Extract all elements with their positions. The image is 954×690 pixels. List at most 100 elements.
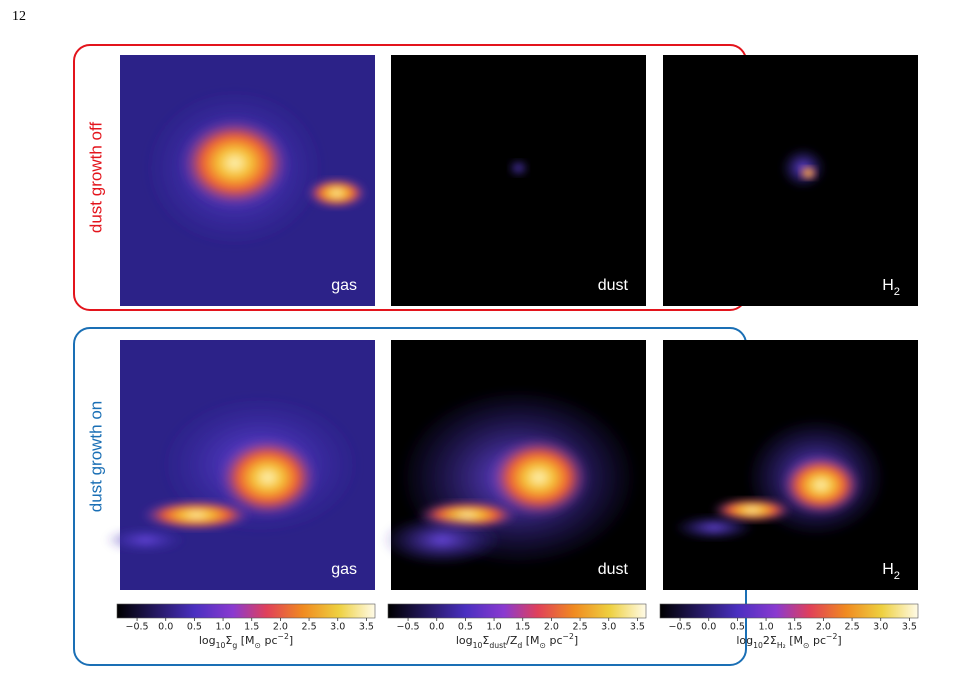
map-panel: dust	[391, 55, 646, 306]
label-part: −2	[278, 632, 289, 641]
label-part: ]	[574, 634, 578, 647]
tick-label: −0.5	[669, 622, 692, 633]
label: gas	[331, 277, 357, 294]
label-part: [M	[522, 634, 539, 647]
emission	[712, 498, 793, 522]
label-part: dust	[598, 561, 629, 578]
emission	[306, 178, 367, 209]
emission	[799, 165, 818, 180]
tick-label: 1.0	[487, 622, 502, 633]
tick-label: −0.5	[126, 622, 149, 633]
label-part: 10	[473, 641, 483, 650]
tick-label: 0.0	[158, 622, 173, 633]
label: H2	[882, 277, 900, 298]
label-part: pc	[546, 634, 563, 647]
tick-label: 3.0	[873, 622, 888, 633]
label-part: 10	[216, 641, 226, 650]
label-part: d	[517, 641, 522, 650]
label: log102ΣH₂ [M⊙ pc−2]	[736, 632, 841, 650]
map-panel: H2	[663, 340, 918, 590]
tick-label: 0.0	[701, 622, 716, 633]
label: log10Σg [M⊙ pc−2]	[199, 632, 293, 650]
label: gas	[331, 561, 357, 578]
map-panel: dust	[382, 340, 646, 590]
tick-label: 3.0	[601, 622, 616, 633]
label-part: gas	[331, 277, 357, 294]
label: H2	[882, 561, 900, 582]
label-part: [M	[786, 634, 803, 647]
label-part: log	[456, 634, 473, 647]
label-part: H	[882, 277, 894, 294]
label: log10Σdust/Zd [M⊙ pc−2]	[456, 632, 578, 650]
tick-label: 2.0	[273, 622, 288, 633]
tick-label: 1.5	[787, 622, 802, 633]
label-part: log	[199, 634, 216, 647]
emission	[141, 500, 252, 530]
emission	[781, 455, 862, 515]
tick-label: 0.0	[429, 622, 444, 633]
label-part: gas	[331, 561, 357, 578]
label-part: ]	[837, 634, 841, 647]
label-part: [M	[237, 634, 254, 647]
row-label: dust growth off	[86, 122, 105, 233]
tick-label: 2.0	[816, 622, 831, 633]
tick-label: 3.5	[630, 622, 645, 633]
emission	[674, 515, 754, 540]
label-part: ⊙	[803, 641, 809, 650]
emission	[508, 159, 529, 176]
label-part: dust	[598, 277, 629, 294]
map-panel: H2	[663, 55, 918, 306]
emission	[179, 117, 290, 208]
label-part: dust	[489, 641, 506, 650]
row-label: dust growth on	[86, 401, 105, 513]
tick-label: 2.5	[573, 622, 588, 633]
tick-label: 3.0	[330, 622, 345, 633]
emission	[105, 528, 186, 552]
label-part: H	[882, 561, 894, 578]
emission	[488, 437, 589, 518]
tick-label: 0.5	[458, 622, 473, 633]
emission	[217, 437, 318, 518]
tick-label: 1.0	[759, 622, 774, 633]
tick-label: 2.0	[544, 622, 559, 633]
tick-label: 1.5	[515, 622, 530, 633]
tick-label: 2.5	[845, 622, 860, 633]
tick-label: 0.5	[187, 622, 202, 633]
tick-label: 1.0	[216, 622, 231, 633]
label-part: /Z	[506, 634, 518, 647]
tick-label: 0.5	[730, 622, 745, 633]
label-part: pc	[809, 634, 826, 647]
label-part: Σ	[225, 634, 232, 647]
label-part: Σ	[482, 634, 489, 647]
label-part: −2	[826, 632, 837, 641]
emission	[382, 515, 502, 565]
tick-label: 3.5	[359, 622, 374, 633]
tick-label: 2.5	[302, 622, 317, 633]
colorbar	[659, 603, 919, 619]
tick-label: 1.5	[244, 622, 259, 633]
map-panel: gas	[120, 55, 375, 306]
colorbar	[116, 603, 376, 619]
label-part: ]	[289, 634, 293, 647]
label-part: 2	[894, 286, 900, 298]
label-part: −2	[563, 632, 574, 641]
label-part: ⊙	[255, 641, 261, 650]
label-part: 10	[753, 641, 763, 650]
label-part: g	[232, 641, 237, 650]
label-part: log	[736, 634, 753, 647]
page-number: 12	[12, 9, 26, 24]
tick-label: 3.5	[902, 622, 917, 633]
label: dust	[598, 277, 629, 294]
label-part: 2	[894, 570, 900, 582]
label-part: pc	[261, 634, 278, 647]
label-part: ⊙	[540, 641, 546, 650]
label-part: H₂	[777, 641, 786, 650]
label: dust	[598, 561, 629, 578]
map-background	[391, 55, 646, 306]
map-panel: gas	[105, 340, 375, 590]
tick-label: −0.5	[397, 622, 420, 633]
colorbar	[387, 603, 647, 619]
